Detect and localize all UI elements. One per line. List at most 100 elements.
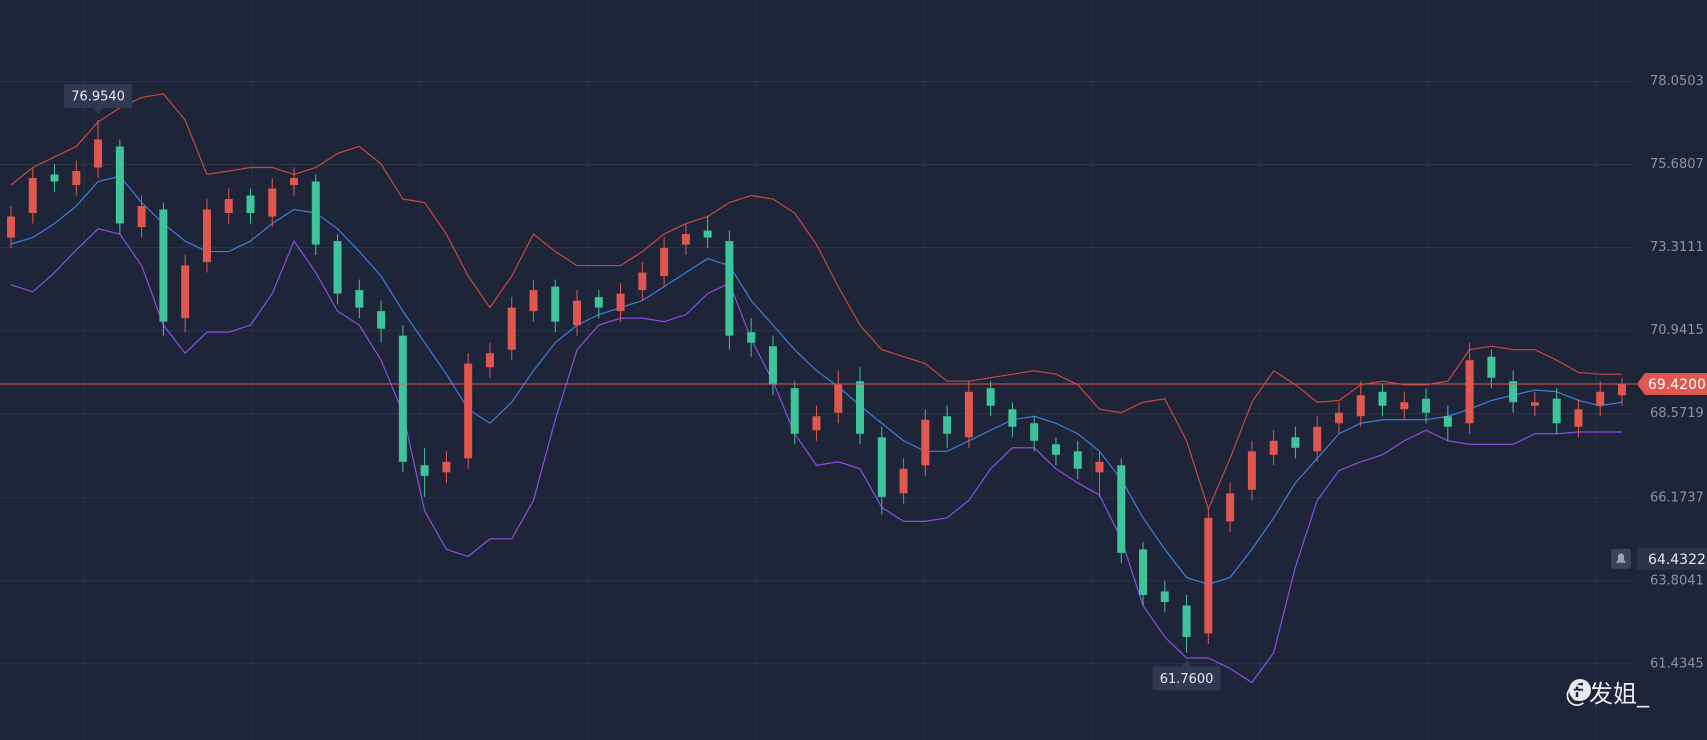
candle-body	[1247, 451, 1256, 490]
candle-body	[1334, 412, 1343, 424]
candle-body	[1182, 605, 1191, 637]
band-line	[10, 228, 1622, 684]
y-tick-label: 75.6807	[1650, 157, 1704, 172]
candle-body	[747, 332, 756, 343]
candle-body	[1051, 444, 1060, 455]
candle-body	[1226, 493, 1235, 522]
candle-body	[1422, 398, 1431, 413]
candle-body	[681, 234, 690, 245]
candle-body	[1356, 395, 1365, 417]
candle-body	[398, 335, 407, 462]
candle-body	[1291, 437, 1300, 448]
last-price-label: 69.4200	[1648, 377, 1706, 393]
candle-body	[1030, 423, 1039, 441]
low-tag	[1152, 666, 1221, 691]
y-tick-label: 68.5719	[1650, 406, 1704, 421]
candle-body	[899, 468, 908, 494]
candle-body	[311, 181, 320, 245]
candle-body	[115, 146, 124, 224]
candle-body	[485, 353, 494, 368]
candle-body	[551, 286, 560, 322]
candle-body	[1400, 402, 1409, 410]
candle-body	[50, 174, 59, 182]
low-label: 61.7600	[1160, 672, 1214, 687]
candle-body	[377, 311, 386, 329]
candle-body	[1487, 356, 1496, 378]
candle-body	[464, 363, 473, 459]
y-tick-label: 78.0503	[1650, 74, 1704, 89]
candle-body	[246, 195, 255, 214]
y-tick-label: 61.4345	[1650, 656, 1704, 671]
candle-body	[1378, 391, 1387, 406]
candle-body	[594, 297, 603, 308]
candle-body	[986, 388, 995, 406]
candle-body	[1617, 384, 1626, 396]
candle-body	[333, 241, 342, 294]
plot	[7, 93, 1626, 684]
candle-body	[420, 465, 429, 476]
candle-body	[290, 177, 299, 185]
alert-tag	[1637, 547, 1707, 570]
y-tick-label: 70.9415	[1650, 323, 1704, 338]
candle-body	[94, 139, 103, 168]
candle-body	[573, 300, 582, 326]
watermark: @发姐_	[1565, 680, 1649, 708]
candle-body	[1552, 398, 1561, 424]
candle-body	[877, 437, 886, 497]
high-tag	[64, 84, 133, 109]
candle-body	[1574, 409, 1583, 427]
last-price-tag	[1637, 373, 1707, 396]
candle-body	[1313, 426, 1322, 452]
candle-body	[856, 381, 865, 434]
candle-body	[1008, 409, 1017, 427]
candle-body	[703, 230, 712, 238]
candle-body	[1443, 416, 1452, 427]
high-tag-pointer	[93, 108, 104, 115]
candle-body	[137, 206, 146, 228]
candle-body	[834, 384, 843, 413]
candle-body	[507, 307, 516, 350]
candle-body	[202, 209, 211, 263]
candle-body	[28, 177, 37, 214]
candle-body	[943, 416, 952, 434]
candle-body	[442, 461, 451, 473]
candle-body	[1204, 517, 1213, 634]
overlay: 69.4200 64.4322 76.9540 61.7600	[0, 84, 1707, 691]
candle-body	[1530, 402, 1539, 406]
y-tick-label: 73.3111	[1650, 240, 1704, 255]
candle-body	[660, 248, 669, 277]
alert-label: 64.4322	[1648, 552, 1706, 568]
candle-body	[355, 290, 364, 308]
candle-body	[1269, 440, 1278, 455]
candle-body	[616, 293, 625, 312]
high-label: 76.9540	[71, 90, 125, 105]
low-tag-pointer	[1181, 660, 1192, 667]
candle-body	[1095, 461, 1104, 473]
candle-body	[7, 216, 15, 238]
candle-body	[1596, 391, 1605, 406]
candle-body	[72, 170, 81, 185]
candle-body	[224, 199, 233, 214]
candle-body	[181, 265, 190, 319]
candle-body	[964, 391, 973, 438]
candle-body	[1139, 549, 1148, 595]
candle-body	[1509, 381, 1518, 403]
candle-body	[1073, 451, 1082, 469]
candle-body	[159, 209, 168, 322]
band-line	[10, 93, 1622, 511]
candle-body	[812, 416, 821, 431]
candle-body	[1465, 360, 1474, 424]
alert-bell	[1616, 553, 1626, 563]
candle-body	[529, 290, 538, 312]
candle-body	[768, 346, 777, 385]
candle-body	[1117, 465, 1126, 553]
y-tick-label: 63.8041	[1650, 573, 1704, 588]
candle-body	[1160, 591, 1169, 602]
watermark-icon	[1569, 679, 1591, 701]
candle-body	[638, 272, 647, 291]
y-tick-label: 66.1737	[1650, 490, 1704, 505]
band-line	[10, 175, 1623, 586]
icon-glyph	[1574, 682, 1584, 697]
